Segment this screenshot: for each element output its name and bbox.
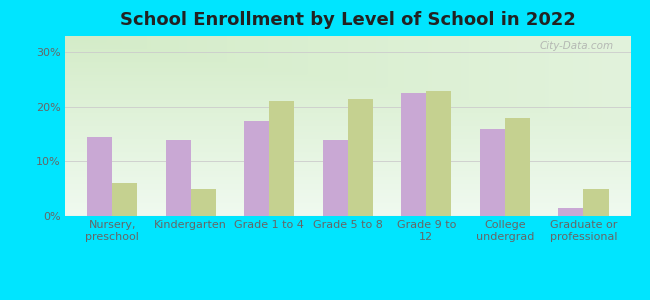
Bar	[505, 118, 530, 216]
Text: City-Data.com: City-Data.com	[540, 41, 614, 51]
Bar	[166, 140, 190, 216]
Bar	[322, 140, 348, 216]
Bar	[269, 101, 294, 216]
Bar	[112, 183, 137, 216]
Bar	[87, 137, 112, 216]
Bar	[190, 189, 216, 216]
Bar	[348, 99, 373, 216]
Bar	[401, 93, 426, 216]
Bar	[558, 208, 584, 216]
Bar	[244, 121, 269, 216]
Bar	[480, 129, 505, 216]
Title: School Enrollment by Level of School in 2022: School Enrollment by Level of School in …	[120, 11, 576, 29]
Bar	[426, 91, 452, 216]
Bar	[584, 189, 608, 216]
